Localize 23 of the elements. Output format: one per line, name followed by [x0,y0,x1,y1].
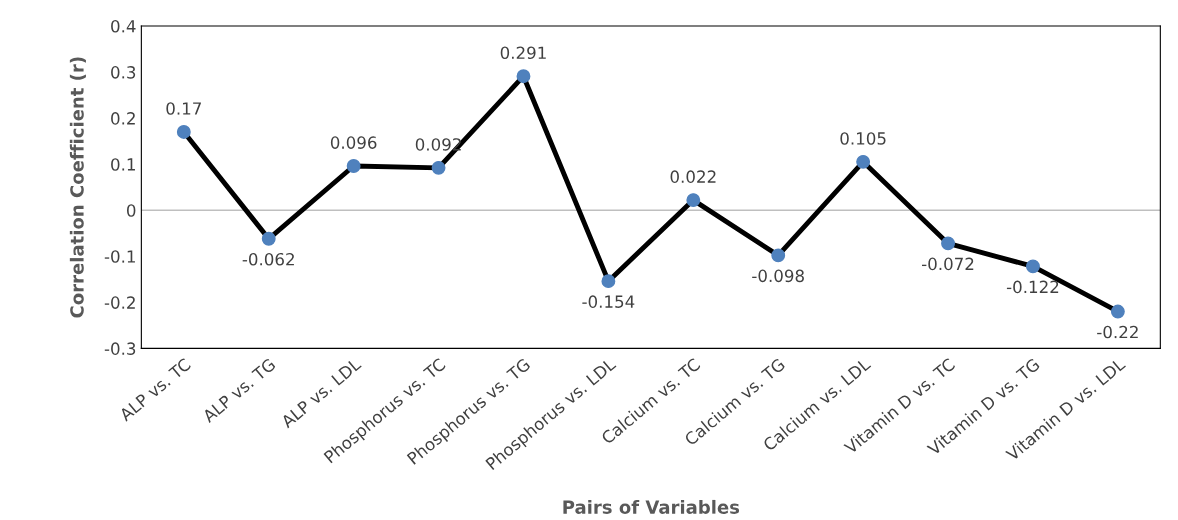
y-tick-label: 0.2 [111,112,135,125]
y-tick-label: 0.1 [111,158,135,171]
data-label: -0.122 [1006,280,1059,294]
data-label: -0.098 [752,269,804,283]
data-label: 0.096 [330,136,377,149]
y-tick-label: 0.4 [111,19,136,33]
x-tick-label: ALP vs. TG [201,357,276,424]
data-label: 0.022 [670,170,716,183]
data-label: -0.062 [242,252,294,266]
data-label: -0.072 [922,257,974,271]
y-axis-title: Correlation Coefficient (r) [69,57,86,318]
data-label: 0.291 [500,46,546,60]
y-tick-label: 0.3 [111,66,136,79]
data-label: -0.154 [582,295,635,308]
data-label: 0.105 [840,132,886,145]
data-label: -0.22 [1097,325,1138,339]
x-tick-label: ALP vs. TC [118,357,192,422]
y-tick-label: -0.1 [104,250,135,263]
y-tick-label: -0.3 [104,342,136,355]
x-axis-title: Pairs of Variables [563,499,740,514]
y-tick-label: -0.2 [104,296,135,309]
y-tick-label: 0 [126,204,136,217]
data-label: 0.17 [166,102,201,115]
